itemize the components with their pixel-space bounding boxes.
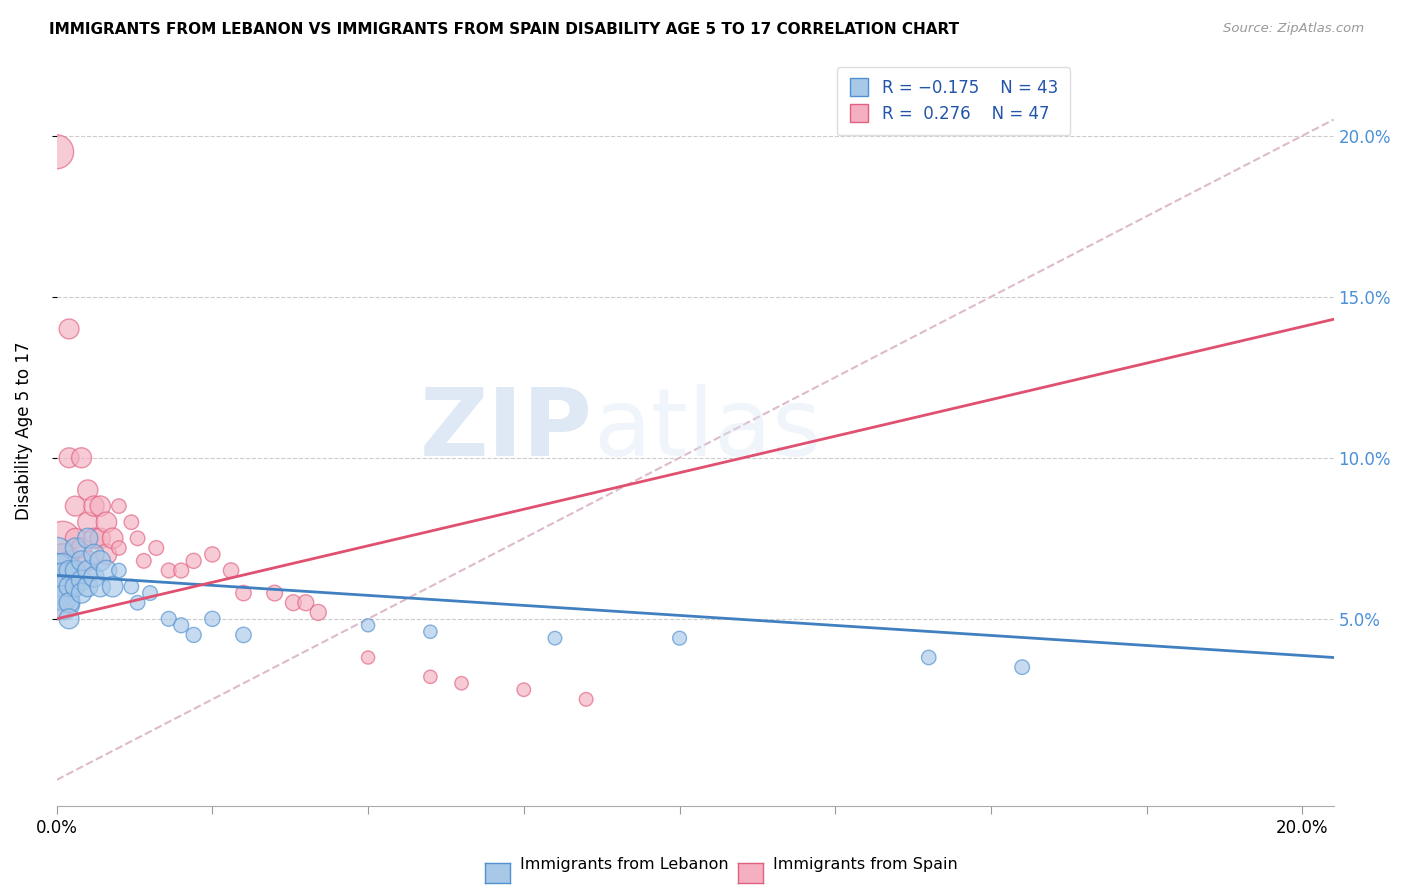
Point xyxy=(45,548,67,562)
Point xyxy=(58,596,80,610)
Point xyxy=(70,573,93,587)
Point xyxy=(70,541,93,555)
Text: Immigrants from Spain: Immigrants from Spain xyxy=(773,857,957,872)
Point xyxy=(65,499,87,513)
Point xyxy=(83,531,105,545)
Point xyxy=(183,628,205,642)
Point xyxy=(201,612,224,626)
Point xyxy=(45,580,67,594)
Point xyxy=(120,580,142,594)
Point xyxy=(96,548,118,562)
Point xyxy=(120,515,142,529)
Point xyxy=(232,586,254,600)
Point xyxy=(58,564,80,578)
Point xyxy=(58,450,80,465)
Point xyxy=(65,580,87,594)
Point xyxy=(170,564,193,578)
Point xyxy=(89,580,111,594)
Text: ZIP: ZIP xyxy=(420,384,593,476)
Y-axis label: Disability Age 5 to 17: Disability Age 5 to 17 xyxy=(15,341,32,520)
Point xyxy=(65,564,87,578)
Point xyxy=(83,548,105,562)
Text: Source: ZipAtlas.com: Source: ZipAtlas.com xyxy=(1223,22,1364,36)
Point xyxy=(201,548,224,562)
Point xyxy=(76,580,98,594)
Point xyxy=(263,586,285,600)
Point xyxy=(157,564,180,578)
Point xyxy=(89,554,111,568)
Point xyxy=(76,483,98,497)
Point xyxy=(70,450,93,465)
Point xyxy=(294,596,316,610)
Point xyxy=(419,624,441,639)
Text: Immigrants from Lebanon: Immigrants from Lebanon xyxy=(520,857,728,872)
Point xyxy=(52,564,75,578)
Point xyxy=(76,515,98,529)
Point xyxy=(183,554,205,568)
Point xyxy=(283,596,305,610)
Point xyxy=(45,596,67,610)
Point xyxy=(450,676,472,690)
Point xyxy=(96,564,118,578)
Point xyxy=(544,631,567,645)
Point xyxy=(58,580,80,594)
Point xyxy=(357,618,380,632)
Point xyxy=(108,541,131,555)
Point xyxy=(108,499,131,513)
Point xyxy=(83,499,105,513)
Point xyxy=(157,612,180,626)
Point xyxy=(76,531,98,545)
Point xyxy=(96,515,118,529)
Point xyxy=(65,531,87,545)
Point xyxy=(89,499,111,513)
Text: IMMIGRANTS FROM LEBANON VS IMMIGRANTS FROM SPAIN DISABILITY AGE 5 TO 17 CORRELAT: IMMIGRANTS FROM LEBANON VS IMMIGRANTS FR… xyxy=(49,22,959,37)
Point xyxy=(70,554,93,568)
Point xyxy=(101,531,124,545)
Point xyxy=(45,564,67,578)
Text: atlas: atlas xyxy=(593,384,821,476)
Point xyxy=(52,573,75,587)
Point xyxy=(52,586,75,600)
Point xyxy=(575,692,598,706)
Point xyxy=(52,554,75,568)
Point xyxy=(132,554,155,568)
Point xyxy=(83,570,105,584)
Point xyxy=(918,650,941,665)
Point xyxy=(45,586,67,600)
Point xyxy=(127,596,149,610)
Point xyxy=(419,670,441,684)
Point xyxy=(58,554,80,568)
Point xyxy=(101,580,124,594)
Point xyxy=(170,618,193,632)
Point xyxy=(139,586,162,600)
Point xyxy=(513,682,536,697)
Point xyxy=(1011,660,1033,674)
Point xyxy=(45,573,67,587)
Point xyxy=(307,606,329,620)
Point xyxy=(58,322,80,336)
Legend: R = −0.175    N = 43, R =  0.276    N = 47: R = −0.175 N = 43, R = 0.276 N = 47 xyxy=(837,67,1070,135)
Point xyxy=(45,145,67,159)
Point xyxy=(58,612,80,626)
Point xyxy=(52,531,75,545)
Point xyxy=(127,531,149,545)
Point xyxy=(357,650,380,665)
Point xyxy=(89,531,111,545)
Point xyxy=(45,580,67,594)
Point xyxy=(65,541,87,555)
Point xyxy=(45,564,67,578)
Point xyxy=(70,586,93,600)
Point xyxy=(145,541,167,555)
Point xyxy=(52,596,75,610)
Point xyxy=(52,580,75,594)
Point xyxy=(219,564,242,578)
Point xyxy=(232,628,254,642)
Point xyxy=(76,564,98,578)
Point xyxy=(65,564,87,578)
Point xyxy=(45,573,67,587)
Point xyxy=(668,631,690,645)
Point xyxy=(76,554,98,568)
Point xyxy=(108,564,131,578)
